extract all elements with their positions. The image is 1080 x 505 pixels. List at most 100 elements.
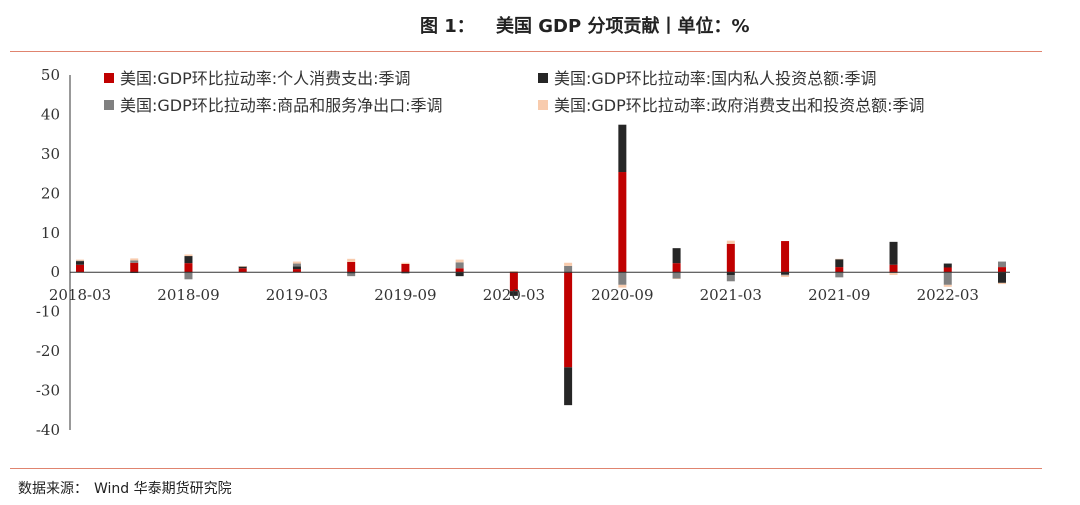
legend-label: 美国:GDP环比拉动率:个人消费支出:季调	[120, 69, 411, 88]
bar-government	[76, 259, 84, 261]
legend-swatch-government	[538, 100, 548, 110]
bar-consumption	[943, 267, 952, 273]
x-tick-label: 2020-09	[591, 286, 653, 304]
bar-investment	[455, 272, 464, 277]
bar-investment	[347, 272, 356, 274]
bar-net_exports	[76, 260, 84, 262]
bar-government	[238, 266, 247, 267]
bar-investment	[889, 241, 898, 265]
bar-consumption	[401, 263, 410, 273]
bar-consumption	[726, 243, 735, 273]
bar-government	[184, 254, 193, 257]
bar-investment	[564, 367, 573, 406]
y-tick-label: 30	[41, 145, 60, 163]
bar-government	[401, 262, 410, 264]
y-tick-label: 40	[41, 105, 60, 123]
legend-label: 美国:GDP环比拉动率:商品和服务净出口:季调	[120, 96, 443, 115]
bar-investment	[238, 266, 247, 269]
bar-consumption	[130, 262, 139, 273]
y-tick-label: -20	[36, 342, 60, 360]
bar-net_exports	[455, 262, 464, 269]
bar-government	[835, 258, 844, 260]
x-tick-label: 2019-09	[374, 286, 436, 304]
title-row: 图 1： 美国 GDP 分项贡献丨单位：%	[0, 12, 1080, 38]
bar-government	[509, 271, 518, 272]
legend-swatch-consumption	[104, 73, 114, 83]
source-note: 数据来源： Wind 华泰期货研究院	[18, 478, 232, 498]
bar-net_exports	[998, 261, 1006, 268]
y-tick-label: -30	[36, 382, 60, 400]
bar-net_exports	[347, 273, 356, 277]
legend-swatch-investment	[538, 73, 548, 83]
x-tick-label: 2018-03	[49, 286, 111, 304]
x-tick-label: 2019-03	[266, 286, 328, 304]
bar-investment	[184, 256, 193, 264]
source-text: Wind 华泰期货研究院	[94, 481, 232, 497]
bar-investment	[943, 263, 952, 268]
x-tick-label: 2018-09	[157, 286, 219, 304]
bar-government	[781, 275, 790, 277]
y-tick-label: -40	[36, 421, 60, 439]
gdp-contribution-chart: 50 40 30 20 10 0 -10 -20 -30 -40 2018-03 2018-09 201…	[36, 66, 1010, 439]
figure-title: 美国 GDP 分项贡献丨单位：%	[496, 16, 750, 37]
bar-consumption	[238, 268, 247, 273]
bar-investment	[509, 291, 518, 296]
bar-government	[347, 258, 356, 262]
bar-net_exports	[184, 272, 193, 280]
bar-consumption	[835, 267, 844, 273]
bar-net_exports	[292, 263, 301, 267]
figure-label: 图 1：	[420, 16, 475, 37]
bar-government	[130, 258, 139, 261]
bar-net_exports	[618, 272, 627, 285]
bar-government	[618, 284, 627, 288]
bar-net_exports	[835, 272, 844, 278]
bar-government	[943, 284, 952, 287]
y-tick-label: 10	[41, 224, 60, 242]
bar-consumption	[781, 241, 790, 273]
bar-consumption	[564, 272, 573, 368]
bar-investment	[781, 272, 790, 275]
bar-government	[292, 261, 301, 264]
x-tick-label: 2021-03	[700, 286, 762, 304]
bar-government	[455, 259, 464, 263]
y-tick-label: 50	[41, 66, 60, 84]
y-tick-label: 20	[41, 184, 60, 202]
bar-net_exports	[781, 274, 790, 276]
bar-government	[889, 273, 898, 275]
bottom-rule	[10, 468, 1042, 469]
bar-government	[564, 262, 573, 266]
bar-consumption	[76, 264, 84, 273]
bar-consumption	[455, 268, 464, 273]
source-label: 数据来源：	[18, 481, 88, 497]
bar-consumption	[998, 267, 1006, 273]
bar-net_exports	[943, 272, 952, 285]
y-tick-label: -10	[36, 303, 60, 321]
bar-consumption	[292, 269, 301, 273]
bar-consumption	[889, 264, 898, 273]
bar-investment	[726, 272, 735, 275]
bar-investment	[998, 272, 1006, 283]
bar-consumption	[618, 172, 627, 273]
legend-label: 美国:GDP环比拉动率:国内私人投资总额:季调	[554, 69, 877, 88]
legend-label: 美国:GDP环比拉动率:政府消费支出和投资总额:季调	[554, 96, 925, 115]
bar-investment	[76, 260, 84, 265]
bar-net_exports	[726, 274, 735, 282]
bar-investment	[835, 259, 844, 268]
bar-government	[672, 278, 681, 280]
bar-net_exports	[672, 272, 681, 279]
top-rule	[10, 51, 1042, 52]
x-tick-label: 2022-03	[917, 286, 979, 304]
bar-investment	[292, 266, 301, 270]
bar-consumption	[509, 272, 518, 292]
bar-net_exports	[401, 273, 410, 274]
x-tick-label: 2021-09	[808, 286, 870, 304]
bar-investment	[618, 124, 627, 173]
bar-investment	[672, 248, 681, 264]
x-tick-label: 2020-03	[483, 286, 545, 304]
bar-government	[998, 282, 1006, 285]
y-tick-label: 0	[50, 263, 60, 281]
bar-net_exports	[130, 260, 139, 263]
bar-consumption	[184, 263, 193, 273]
bar-consumption	[347, 261, 356, 273]
bar-consumption	[672, 263, 681, 273]
